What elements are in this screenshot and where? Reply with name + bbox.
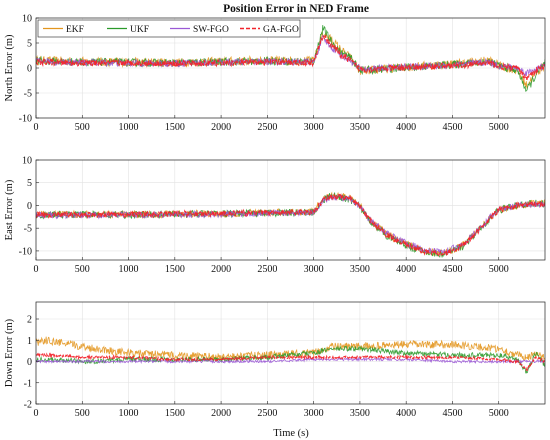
north-series-sw-fgo xyxy=(36,35,545,77)
legend-label-ekf: EKF xyxy=(66,25,84,35)
down-y-tick-label: -1 xyxy=(24,378,32,389)
east-x-tick-label: 1000 xyxy=(119,264,139,275)
down-y-tick-label: 2 xyxy=(27,315,32,326)
east-x-tick-label: 1500 xyxy=(165,264,185,275)
north-x-tick-label: 2000 xyxy=(211,122,231,133)
down-x-tick-label: 0 xyxy=(34,408,39,419)
east-y-tick-label: 5 xyxy=(27,178,32,189)
down-series-ga-fgo xyxy=(36,352,545,372)
x-axis-label: Time (s) xyxy=(273,428,309,439)
east-x-tick-label: 3500 xyxy=(350,264,370,275)
down-series-ukf xyxy=(36,345,545,374)
north-y-tick-label: -5 xyxy=(24,89,32,100)
north-x-tick-label: 3500 xyxy=(350,122,370,133)
east-y-tick-label: -10 xyxy=(19,246,32,257)
legend-label-ga-fgo: GA-FGO xyxy=(263,25,299,35)
east-series-ukf xyxy=(36,192,545,258)
east-series-ekf xyxy=(36,191,545,257)
east-error-panel: 0 500 1000 1500 2000 2500 3000 3500 4000 4500 5000… xyxy=(4,156,546,275)
east-series-ga-fgo xyxy=(36,193,545,257)
chart-title: Position Error in NED Frame xyxy=(223,3,369,15)
down-x-tick-label: 1500 xyxy=(165,408,185,419)
east-y-axis-label: East Error (m) xyxy=(4,179,15,240)
legend: EKF UKF SW-FGO GA-FGO xyxy=(37,19,301,38)
north-y-tick-label: 0 xyxy=(27,64,32,75)
legend-box xyxy=(37,19,301,38)
east-x-tick-label: 500 xyxy=(75,264,90,275)
down-x-tick-label: 2000 xyxy=(211,408,231,419)
north-error-panel: 0 500 1000 1500 2000 2500 3000 3500 4000 4500 5000… xyxy=(4,14,546,133)
north-x-tick-label: 5000 xyxy=(489,122,509,133)
down-y-tick-label: 1 xyxy=(27,336,32,347)
north-x-tick-label: 1000 xyxy=(119,122,139,133)
down-x-tick-label: 5000 xyxy=(489,408,509,419)
north-x-tick-label: 500 xyxy=(75,122,90,133)
down-y-axis-label: Down Error (m) xyxy=(4,318,15,387)
east-x-tick-label: 5000 xyxy=(489,264,509,275)
down-x-tick-label: 1000 xyxy=(119,408,139,419)
east-series-sw-fgo xyxy=(36,193,545,256)
east-x-tick-label: 0 xyxy=(34,264,39,275)
north-x-tick-label: 3000 xyxy=(304,122,324,133)
down-error-panel: 0 500 1000 1500 2000 2500 3000 3500 4000 4500 5000… xyxy=(4,301,546,419)
north-x-tick-label: 4000 xyxy=(396,122,416,133)
north-y-tick-label: -10 xyxy=(19,114,32,125)
north-x-tick-label: 2500 xyxy=(257,122,277,133)
down-x-tick-label: 4000 xyxy=(396,408,416,419)
north-x-tick-label: 0 xyxy=(34,122,39,133)
legend-label-sw-fgo: SW-FGO xyxy=(193,25,229,35)
down-y-tick-label: 0 xyxy=(27,357,32,368)
north-y-tick-label: 5 xyxy=(27,39,32,50)
north-y-axis-label: North Error (m) xyxy=(4,34,15,102)
down-x-tick-label: 500 xyxy=(75,408,90,419)
east-x-tick-label: 3000 xyxy=(304,264,324,275)
east-axes-frame xyxy=(35,159,546,261)
east-y-tick-label: 10 xyxy=(22,156,32,167)
east-y-tick-label: -5 xyxy=(24,224,32,235)
down-x-tick-label: 2500 xyxy=(257,408,277,419)
down-x-tick-label: 3500 xyxy=(350,408,370,419)
north-x-tick-label: 4500 xyxy=(442,122,462,133)
east-x-tick-label: 4000 xyxy=(396,264,416,275)
east-x-tick-label: 2500 xyxy=(257,264,277,275)
east-x-tick-label: 4500 xyxy=(442,264,462,275)
down-series-sw-fgo xyxy=(36,356,545,365)
down-x-tick-label: 3000 xyxy=(304,408,324,419)
down-axes-frame xyxy=(35,301,546,405)
legend-label-ukf: UKF xyxy=(130,25,149,35)
down-x-tick-label: 4500 xyxy=(442,408,462,419)
north-series-ga-fgo xyxy=(36,34,545,81)
east-y-tick-label: 0 xyxy=(27,201,32,212)
north-x-tick-label: 1500 xyxy=(165,122,185,133)
down-y-tick-label: -2 xyxy=(24,400,32,411)
north-y-tick-label: 10 xyxy=(22,14,32,25)
east-x-tick-label: 2000 xyxy=(211,264,231,275)
north-series-ekf xyxy=(36,30,545,90)
